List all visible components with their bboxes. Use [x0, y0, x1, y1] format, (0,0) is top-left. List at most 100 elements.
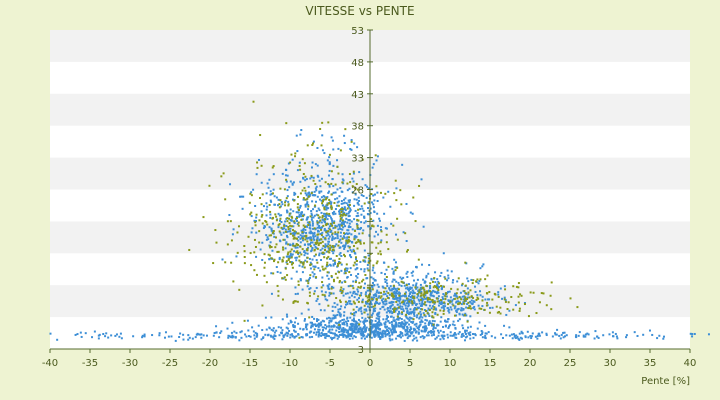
- data-point: [465, 314, 468, 317]
- data-point: [394, 288, 397, 291]
- data-point: [334, 334, 337, 337]
- data-point: [348, 214, 351, 217]
- data-point: [375, 298, 378, 301]
- data-point: [306, 197, 309, 200]
- data-point: [344, 244, 347, 247]
- data-point: [110, 334, 113, 337]
- data-point: [360, 334, 363, 337]
- data-point: [391, 331, 394, 334]
- data-point: [333, 259, 336, 262]
- data-point: [438, 302, 441, 305]
- data-point: [462, 298, 465, 301]
- data-point: [342, 321, 345, 324]
- data-point: [392, 316, 395, 319]
- data-point: [338, 262, 341, 265]
- data-point: [447, 303, 450, 306]
- data-point: [406, 321, 409, 324]
- data-point: [410, 320, 413, 323]
- data-point: [506, 308, 509, 311]
- data-point: [293, 191, 296, 194]
- data-point: [357, 309, 360, 312]
- data-point: [343, 211, 346, 214]
- data-point: [273, 260, 276, 263]
- data-point: [458, 313, 461, 316]
- data-point: [423, 313, 426, 316]
- data-point: [305, 279, 308, 282]
- data-point: [409, 295, 412, 298]
- data-point: [308, 231, 311, 234]
- data-point: [407, 300, 410, 303]
- data-point: [494, 293, 497, 296]
- data-point: [516, 335, 519, 338]
- data-point: [444, 277, 447, 280]
- data-point: [270, 234, 273, 237]
- data-point: [385, 302, 388, 305]
- data-point: [514, 337, 517, 340]
- data-point: [384, 303, 387, 306]
- data-point: [284, 333, 287, 336]
- data-point: [419, 321, 422, 324]
- data-point: [342, 335, 345, 338]
- data-point: [293, 222, 296, 225]
- data-point: [372, 206, 375, 209]
- data-point: [310, 216, 313, 219]
- data-point: [446, 279, 449, 282]
- data-point: [361, 300, 364, 303]
- data-point: [435, 286, 438, 289]
- data-point: [341, 228, 344, 231]
- data-point: [460, 309, 463, 312]
- data-point: [431, 301, 434, 304]
- data-point: [331, 235, 334, 238]
- data-point: [278, 203, 281, 206]
- data-point: [336, 337, 339, 340]
- data-point: [307, 185, 310, 188]
- data-point: [379, 241, 382, 244]
- data-point: [373, 284, 376, 287]
- data-point: [470, 278, 473, 281]
- data-point: [436, 278, 439, 281]
- data-point: [431, 324, 434, 327]
- data-point: [409, 311, 412, 314]
- data-point: [311, 241, 314, 244]
- data-point: [293, 326, 296, 329]
- data-point: [426, 298, 429, 301]
- data-point: [396, 287, 399, 290]
- data-point: [307, 192, 310, 195]
- data-point: [306, 256, 309, 259]
- data-point: [295, 259, 298, 262]
- data-point: [423, 293, 426, 296]
- data-point: [442, 312, 445, 315]
- data-point: [346, 317, 349, 320]
- data-point: [338, 312, 341, 315]
- data-point: [616, 337, 619, 340]
- data-point: [405, 284, 408, 287]
- data-point: [351, 185, 354, 188]
- data-point: [559, 337, 562, 340]
- data-point: [467, 293, 470, 296]
- data-point: [367, 257, 370, 260]
- data-point: [282, 238, 285, 241]
- data-point: [251, 326, 254, 329]
- data-point: [408, 298, 411, 301]
- data-point: [341, 334, 344, 337]
- data-point: [411, 303, 414, 306]
- data-point: [501, 336, 504, 339]
- data-point: [374, 330, 377, 333]
- data-point: [292, 237, 295, 240]
- data-point: [362, 334, 365, 337]
- data-point: [383, 212, 386, 215]
- data-point: [351, 337, 354, 340]
- data-point: [309, 236, 312, 239]
- data-point: [406, 286, 409, 289]
- data-point: [476, 278, 479, 281]
- data-point: [415, 316, 418, 319]
- data-point: [423, 288, 426, 291]
- data-point: [289, 208, 292, 211]
- data-point: [277, 326, 280, 329]
- data-point: [439, 338, 442, 341]
- data-point: [301, 158, 304, 161]
- data-point: [517, 295, 520, 298]
- data-point: [362, 209, 365, 212]
- data-point: [376, 283, 379, 286]
- data-point: [285, 230, 288, 233]
